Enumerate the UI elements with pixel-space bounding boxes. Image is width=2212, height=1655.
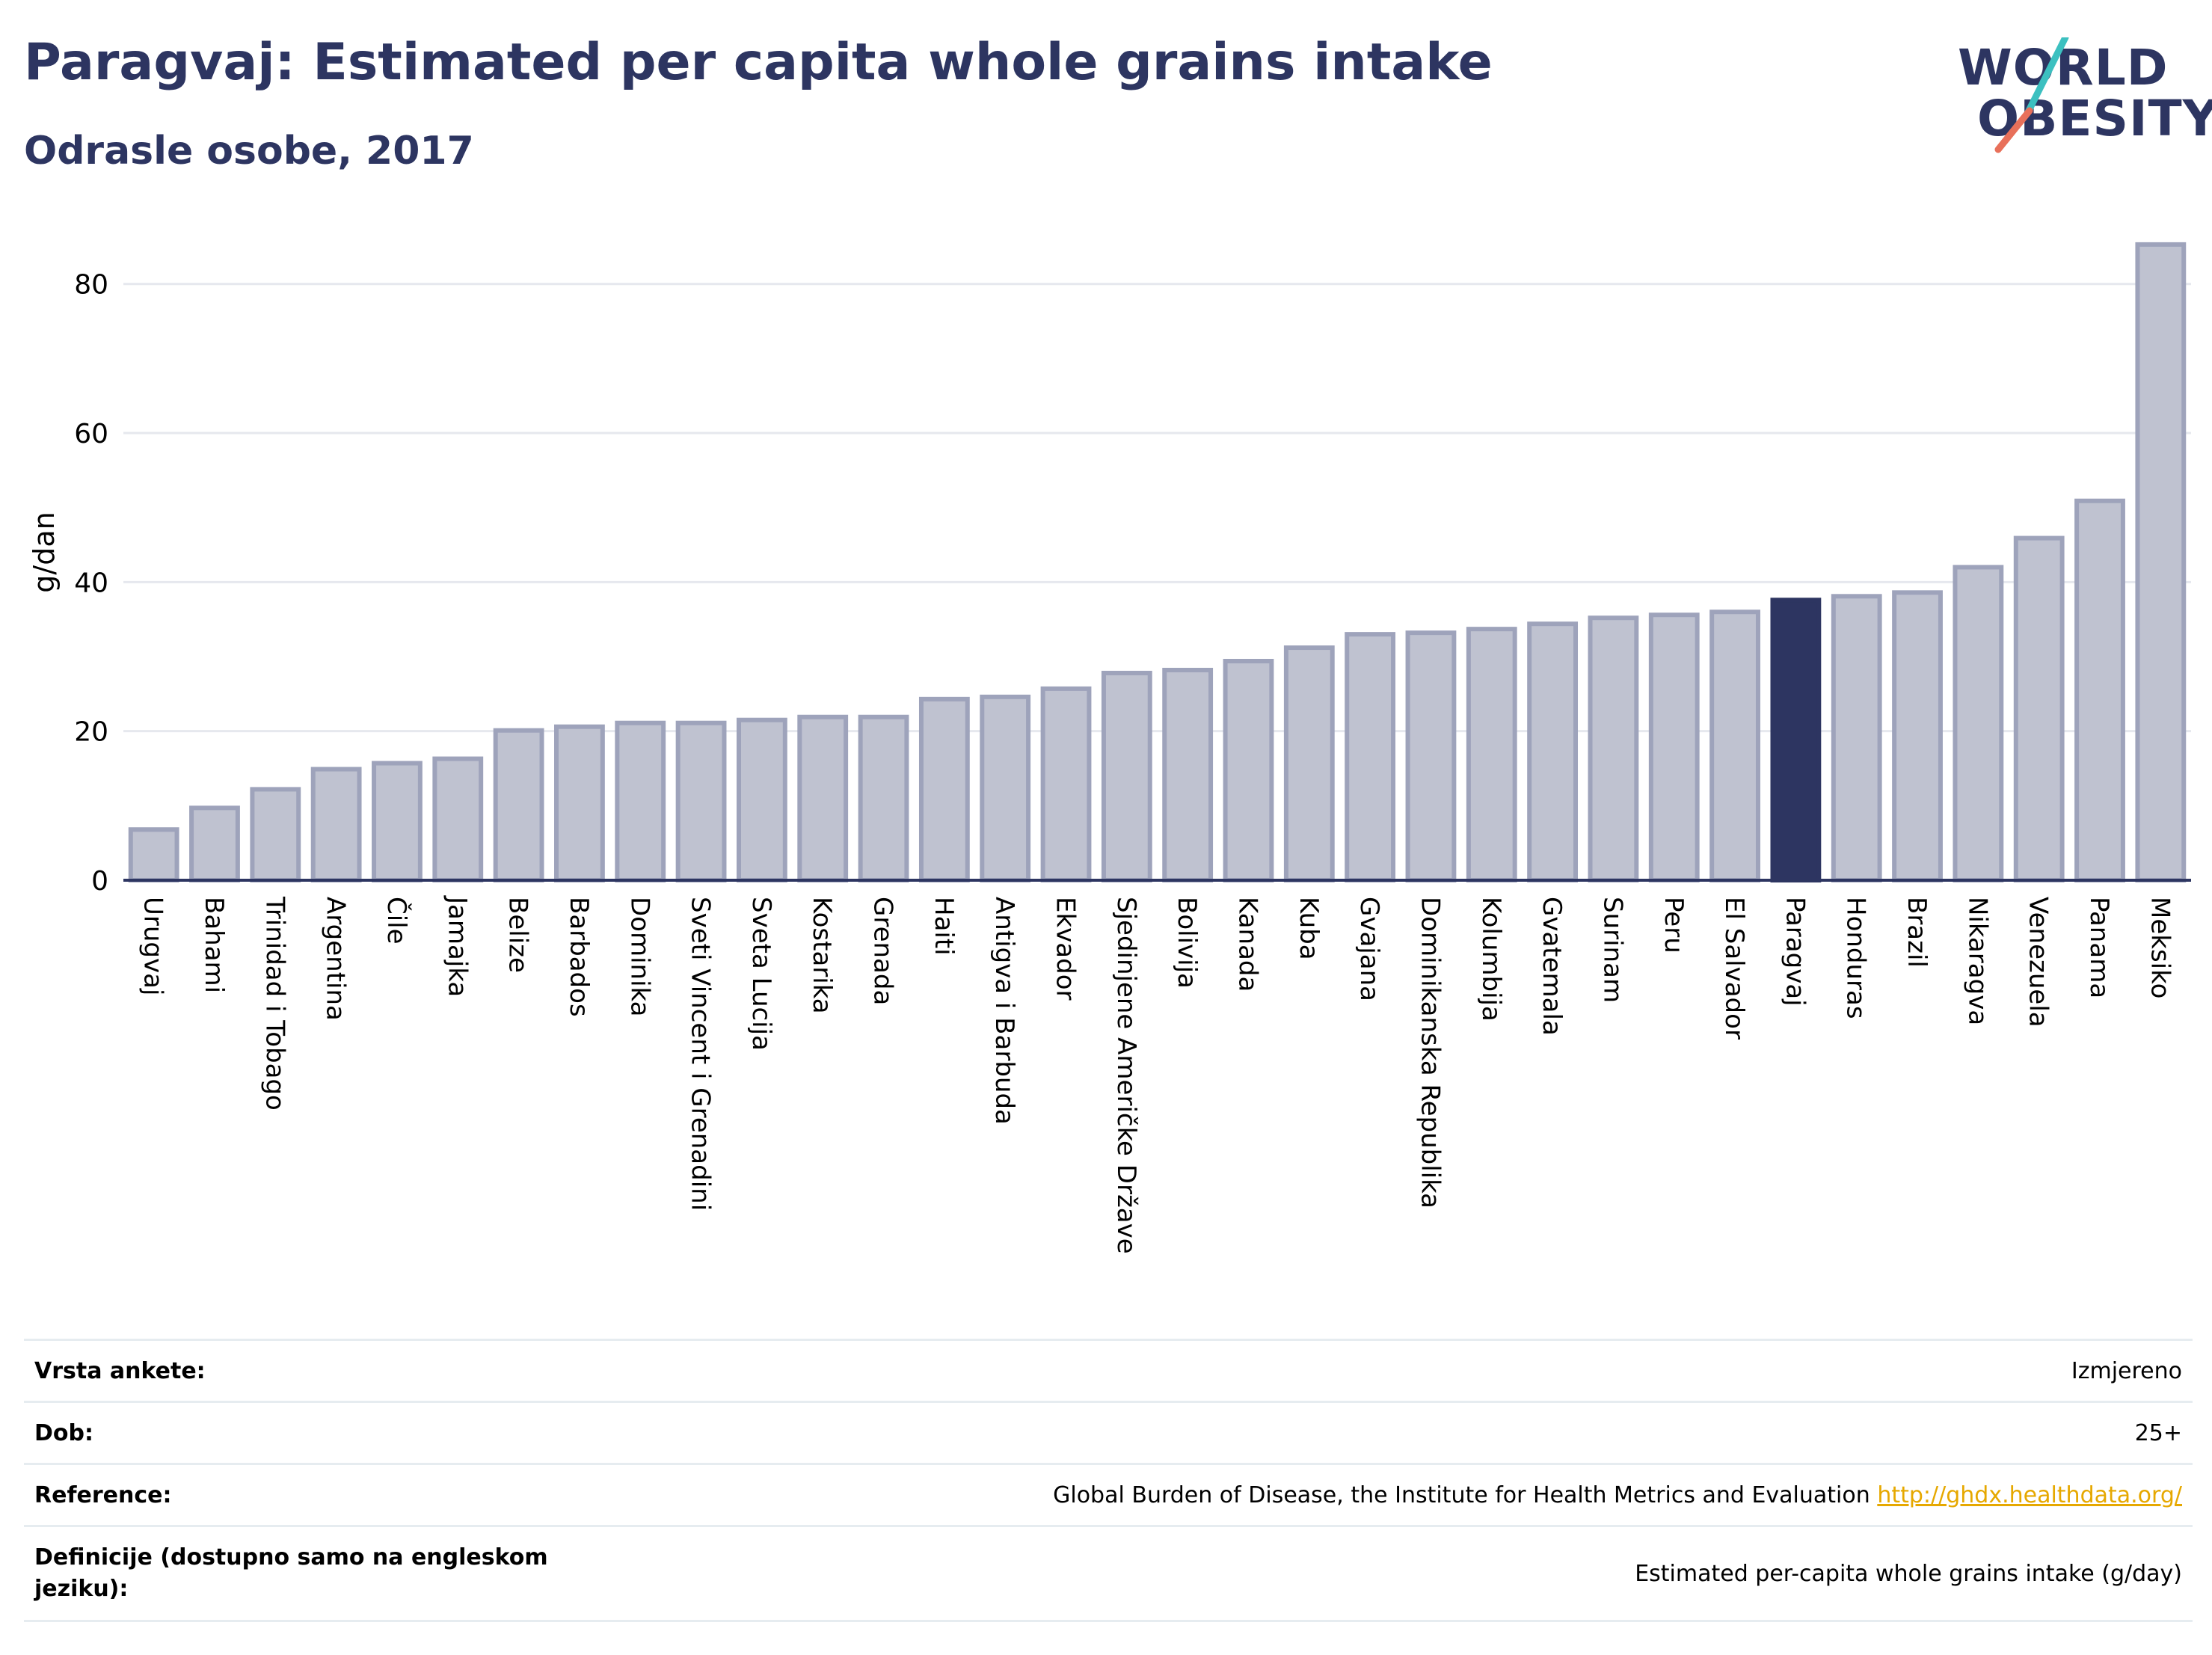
bar [2135, 242, 2187, 882]
x-tick-label: Kuba [1294, 897, 1324, 960]
bar-highlight [1770, 598, 1822, 882]
bar [1162, 667, 1214, 882]
meta-row-age: Dob: 25+ [24, 1401, 2193, 1463]
x-tick-label: Peru [1659, 897, 1689, 954]
meta-label: Dob: [34, 1419, 93, 1446]
x-tick-label: Panama [2084, 897, 2114, 998]
bar [1831, 594, 1882, 883]
x-tick-label: Venezuela [2024, 897, 2053, 1028]
x-tick-label: Bolivija [1172, 897, 1202, 989]
meta-value: Izmjereno [2071, 1357, 2182, 1384]
bar [189, 805, 240, 883]
x-tick-label: Gvajana [1354, 897, 1384, 1001]
bar [554, 724, 605, 882]
x-tick-label: Meksiko [2145, 897, 2175, 998]
bar [1223, 659, 1274, 882]
bar [250, 787, 301, 882]
meta-value: Estimated per-capita whole grains intake… [1635, 1560, 2182, 1587]
x-tick-label: Sjedinjene Američke Države [1111, 897, 1141, 1254]
bar [1040, 686, 1092, 883]
x-tick-label: Nikaragva [1962, 897, 1992, 1025]
x-tick-label: Urugvaj [138, 897, 168, 995]
meta-label: Reference: [34, 1481, 172, 1508]
reference-text: Global Burden of Disease, the Institute … [1053, 1481, 1870, 1508]
meta-label: Vrsta ankete: [34, 1357, 206, 1384]
page-subtitle: Odrasle osobe, 2017 [24, 129, 474, 174]
x-tick-label: Kostarika [807, 897, 837, 1014]
page-title: Paragvaj: Estimated per capita whole gra… [24, 33, 1493, 92]
x-tick-label: Sveta Lucija [746, 897, 776, 1051]
bar [1101, 670, 1152, 883]
x-tick-label: Argentina [321, 897, 351, 1021]
bar [493, 728, 544, 883]
x-tick-label: Kolumbija [1476, 897, 1506, 1022]
bar [310, 767, 362, 882]
x-tick-label: Haiti [929, 897, 959, 956]
x-tick-label: Gvatemala [1537, 897, 1567, 1036]
bar [2013, 535, 2065, 882]
bar [736, 717, 787, 883]
bar [918, 696, 970, 883]
bar [858, 714, 909, 882]
x-tick-label: Ekvador [1051, 897, 1081, 1001]
x-tick-label: Trinidad i Tobago [259, 896, 289, 1111]
x-tick-label: Grenada [868, 897, 898, 1005]
meta-value: Global Burden of Disease, the Institute … [1053, 1482, 2193, 1508]
x-tick-label: Dominika [624, 897, 654, 1016]
x-tick-label: Sveti Vincent i Grenadini [686, 897, 716, 1211]
logo-text-obesity: OBESITY [1977, 90, 2212, 147]
y-tick-label: 60 [74, 419, 108, 449]
meta-row-reference: Reference: Global Burden of Disease, the… [24, 1463, 2193, 1525]
x-tick-label: Antigva i Barbuda [989, 897, 1019, 1125]
bar [372, 761, 423, 882]
x-tick-label: El Salvador [1719, 897, 1749, 1040]
bar [1466, 627, 1517, 882]
x-tick-label: Honduras [1841, 897, 1871, 1019]
meta-row-definition: Definicije (dostupno samo na engleskom j… [24, 1525, 2193, 1622]
x-tick-label: Kanada [1232, 897, 1262, 992]
meta-row-survey-type: Vrsta ankete: Izmjereno [24, 1339, 2193, 1401]
x-tick-label: Brazil [1902, 897, 1932, 968]
bar [675, 720, 727, 882]
metadata-table: Vrsta ankete: Izmjereno Dob: 25+ Referen… [24, 1339, 2193, 1622]
logo-slash-icon [1994, 37, 2069, 153]
x-tick-label: Barbados [564, 897, 594, 1017]
x-tick-label: Surinam [1597, 897, 1627, 1003]
bar [1588, 615, 1639, 882]
bar [1345, 632, 1396, 882]
x-tick-label: Jamajka [442, 895, 472, 997]
x-tick-label: Dominikanska Republika [1415, 897, 1445, 1209]
reference-link[interactable]: http://ghdx.healthdata.org/ [1877, 1481, 2182, 1508]
x-tick-label: Paragvaj [1780, 897, 1810, 1007]
y-tick-label: 80 [74, 270, 108, 301]
bar-chart: 0 20 40 60 80 g/dan Urugvaj Bahami Trinidad i To… [28, 242, 2191, 1254]
y-tick-label: 20 [74, 717, 108, 748]
world-obesity-logo: WORLD OBESITY [1952, 37, 2212, 157]
bar [2074, 498, 2125, 882]
bar [980, 694, 1031, 882]
bar [432, 756, 484, 882]
logo-text-world: WORLD [1958, 39, 2169, 96]
meta-label: Definicije (dostupno samo na engleskom j… [34, 1544, 548, 1602]
bar [1953, 565, 2004, 882]
meta-value: 25+ [2134, 1419, 2182, 1446]
bar [797, 714, 849, 882]
bar [615, 720, 666, 882]
x-tick-label: Čile [381, 897, 412, 945]
bar [1405, 630, 1457, 883]
bar [1892, 590, 1943, 882]
x-tick-label: Bahami [199, 897, 229, 993]
y-tick-label: 40 [74, 568, 108, 598]
bar [1648, 612, 1700, 882]
x-tick-label: Belize [503, 897, 533, 973]
bar [1283, 645, 1335, 883]
y-axis-label: g/dan [28, 512, 61, 592]
bar [128, 827, 179, 882]
y-tick-label: 0 [91, 866, 108, 897]
bar [1527, 621, 1579, 882]
bar [1709, 610, 1760, 883]
